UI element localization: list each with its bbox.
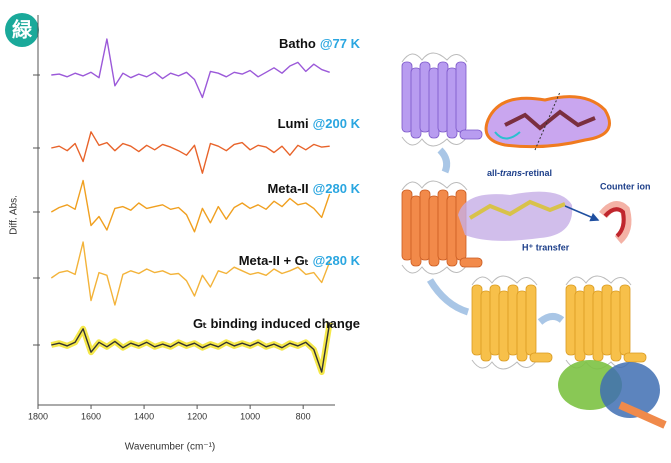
series-temperature: @77 K bbox=[320, 36, 361, 51]
helix bbox=[508, 285, 518, 355]
retinal-label-part: all- bbox=[487, 168, 500, 178]
x-tick-label: 1800 bbox=[28, 411, 48, 421]
x-axis-label: Wavenumber (cm⁻¹) bbox=[125, 442, 215, 453]
helix bbox=[411, 68, 421, 138]
series-label: Lumi @200 K bbox=[278, 116, 361, 131]
series-line bbox=[51, 242, 329, 305]
diagram: all-trans-retinal Counter ion H⁺ transfe… bbox=[402, 53, 665, 425]
helix-8 bbox=[624, 353, 646, 362]
x-tick-label: 1200 bbox=[187, 411, 207, 421]
series-temperature: @280 K bbox=[313, 253, 361, 268]
helix bbox=[499, 291, 509, 361]
series-temperature: @280 K bbox=[313, 181, 361, 196]
arrow bbox=[440, 150, 447, 172]
series-label: Meta-II + Gₜ @280 K bbox=[239, 253, 361, 268]
figure: 緑 Diff. Abs. Wavenumber (cm⁻¹) all-trans… bbox=[0, 0, 671, 458]
series-name: Meta-II + Gₜ bbox=[239, 253, 309, 268]
protein-meta-gt bbox=[566, 276, 646, 369]
helix bbox=[575, 291, 585, 361]
counter-ion-label: Counter ion bbox=[600, 181, 651, 191]
helix bbox=[517, 291, 527, 361]
helix bbox=[438, 190, 448, 260]
x-tick-label: 1400 bbox=[134, 411, 154, 421]
series-name: Lumi bbox=[278, 116, 309, 131]
series-line bbox=[51, 132, 329, 173]
helix bbox=[490, 285, 500, 355]
helix bbox=[420, 62, 430, 132]
helix-8 bbox=[460, 258, 482, 267]
series-label: Batho @77 K bbox=[279, 36, 361, 51]
helix bbox=[481, 291, 491, 361]
protein-batho bbox=[402, 53, 482, 146]
series-name: Meta-II bbox=[267, 181, 308, 196]
x-tick-label: 1000 bbox=[240, 411, 260, 421]
y-axis-label: Diff. Abs. bbox=[9, 195, 20, 235]
arrow bbox=[540, 316, 562, 322]
retinal-label-part: -retinal bbox=[522, 168, 552, 178]
arrow bbox=[430, 280, 468, 312]
helix bbox=[620, 285, 630, 355]
series-name: Batho bbox=[279, 36, 316, 51]
series-name: Gₜ binding induced change bbox=[193, 316, 360, 331]
retinal-label-part: trans bbox=[500, 168, 522, 178]
helix bbox=[402, 62, 412, 132]
protein-meta bbox=[472, 276, 552, 369]
helix bbox=[593, 291, 603, 361]
loop bbox=[472, 276, 537, 285]
helix bbox=[456, 62, 466, 132]
helix bbox=[411, 196, 421, 266]
helix bbox=[472, 285, 482, 355]
helix bbox=[420, 190, 430, 260]
retinal-label: all-trans-retinal bbox=[487, 168, 552, 178]
helix bbox=[584, 285, 594, 355]
x-tick-label: 800 bbox=[296, 411, 311, 421]
helix bbox=[402, 190, 412, 260]
badge: 緑 bbox=[12, 17, 33, 41]
helix bbox=[566, 285, 576, 355]
proton-transfer-label: H⁺ transfer bbox=[522, 242, 570, 252]
loop bbox=[566, 276, 631, 285]
helix bbox=[611, 291, 621, 361]
helix-8 bbox=[530, 353, 552, 362]
helix bbox=[438, 62, 448, 132]
series-temperature: @200 K bbox=[313, 116, 361, 131]
helix bbox=[602, 285, 612, 355]
loop bbox=[402, 53, 467, 62]
helix-8 bbox=[460, 130, 482, 139]
x-tick-label: 1600 bbox=[81, 411, 101, 421]
helix bbox=[447, 68, 457, 138]
series-label: Meta-II @280 K bbox=[267, 181, 360, 196]
helix bbox=[429, 68, 439, 138]
helix bbox=[429, 196, 439, 266]
helix bbox=[447, 196, 457, 266]
loop bbox=[402, 181, 467, 190]
helix bbox=[526, 285, 536, 355]
series-label: Gₜ binding induced change bbox=[193, 316, 360, 331]
